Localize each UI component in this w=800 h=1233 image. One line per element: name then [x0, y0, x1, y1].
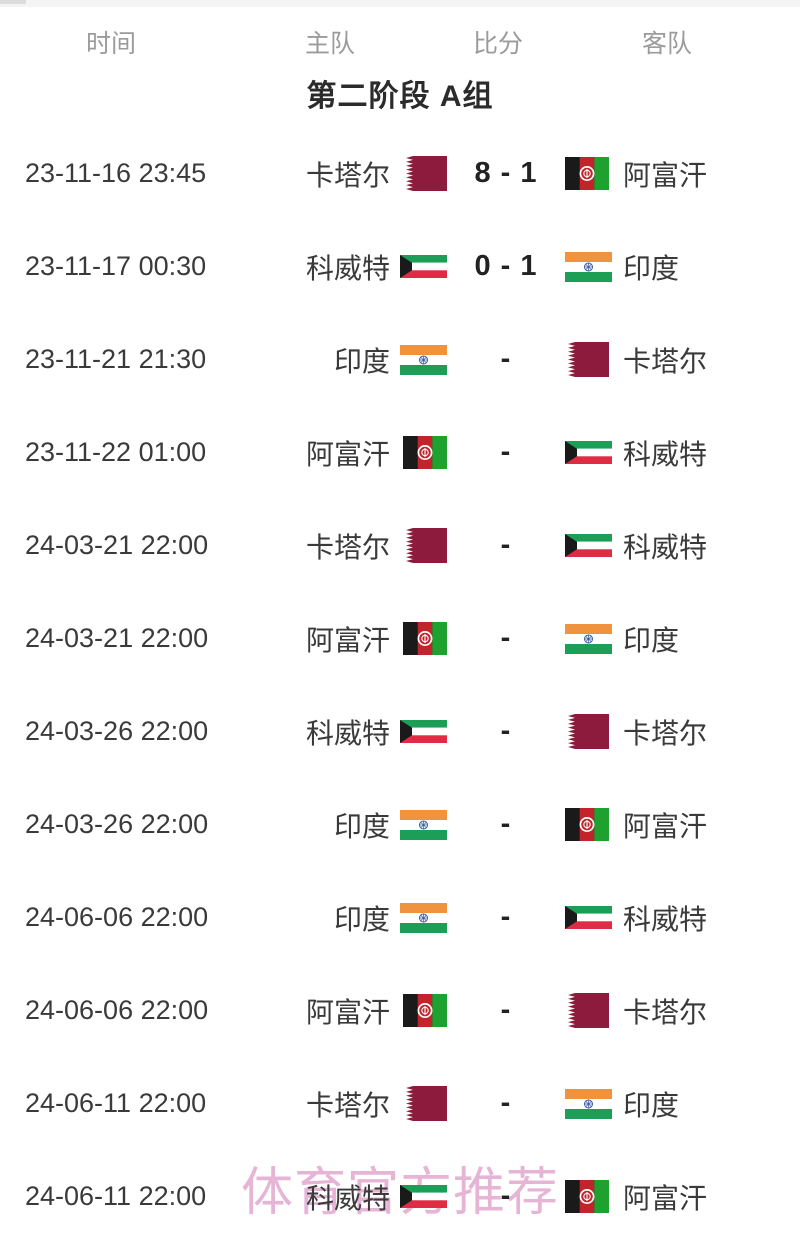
- match-time: 24-03-26 22:00: [25, 716, 209, 746]
- match-score: -: [500, 808, 512, 840]
- home-team-name: 科威特: [305, 1182, 390, 1214]
- flag-kuwait-icon: [390, 1185, 447, 1208]
- flag-qatar-icon: [565, 714, 612, 749]
- away-team-name: 阿富汗: [623, 810, 708, 842]
- away-team-name: 科威特: [623, 438, 708, 470]
- away-team-name: 科威特: [623, 903, 708, 935]
- flag-india-icon: [565, 251, 612, 282]
- flag-qatar-icon: [565, 342, 612, 377]
- match-row[interactable]: 23-11-21 21:30 印度 - 卡塔尔: [0, 313, 800, 406]
- header-away-label: 客队: [641, 30, 693, 58]
- home-team-name: 印度: [333, 810, 390, 842]
- away-team-name: 科威特: [623, 531, 708, 563]
- match-row[interactable]: 24-06-11 22:00 卡塔尔 - 印度: [0, 1057, 800, 1150]
- match-time: 23-11-22 01:00: [25, 437, 207, 467]
- header-score-label: 比分: [472, 30, 524, 58]
- match-time: 24-06-11 22:00: [25, 1088, 207, 1118]
- header-home-label: 主队: [304, 30, 356, 58]
- home-team-name: 卡塔尔: [305, 1089, 390, 1121]
- away-team-name: 印度: [623, 624, 680, 656]
- match-row[interactable]: 24-03-26 22:00 印度 - 阿富汗: [0, 778, 800, 871]
- match-row[interactable]: 24-06-06 22:00 印度 - 科威特: [0, 871, 800, 964]
- match-time: 23-11-16 23:45: [25, 158, 207, 188]
- match-time: 24-03-26 22:00: [25, 809, 209, 839]
- match-time: 24-03-21 22:00: [25, 623, 209, 653]
- match-score: -: [500, 715, 512, 747]
- flag-qatar-icon: [390, 1086, 447, 1121]
- home-team-name: 阿富汗: [305, 996, 390, 1028]
- flag-india-icon: [390, 902, 447, 933]
- home-team-name: 阿富汗: [305, 624, 390, 656]
- home-team-name: 科威特: [305, 717, 390, 749]
- home-team-name: 印度: [333, 345, 390, 377]
- flag-qatar-icon: [565, 993, 612, 1028]
- match-score: -: [500, 622, 512, 654]
- match-time: 24-03-21 22:00: [25, 530, 209, 560]
- flag-india-icon: [565, 623, 612, 654]
- match-score: -: [500, 901, 512, 933]
- home-team-name: 科威特: [305, 252, 390, 284]
- home-team-name: 印度: [333, 903, 390, 935]
- match-time: 24-06-06 22:00: [25, 902, 209, 932]
- match-row[interactable]: 23-11-22 01:00 阿富汗 - 科威特: [0, 406, 800, 499]
- header-time-label: 时间: [86, 30, 137, 58]
- top-edge-strip: [0, 0, 800, 7]
- section-title: 第二阶段 A组: [306, 80, 494, 113]
- match-score: 0 - 1: [474, 250, 538, 282]
- match-score: -: [500, 1180, 512, 1212]
- away-team-name: 印度: [623, 1089, 680, 1121]
- match-time: 24-06-06 22:00: [25, 995, 209, 1025]
- flag-afghanistan-icon: [565, 1180, 612, 1213]
- flag-kuwait-icon: [565, 534, 612, 557]
- match-score: -: [500, 343, 512, 375]
- watermark-text: 体育官方推荐: [241, 1150, 559, 1225]
- away-team-name: 阿富汗: [623, 159, 708, 191]
- flag-qatar-icon: [390, 156, 447, 191]
- flag-afghanistan-icon: [390, 436, 447, 469]
- flag-kuwait-icon: [390, 255, 447, 278]
- home-team-name: 卡塔尔: [305, 531, 390, 563]
- flag-india-icon: [390, 344, 447, 375]
- away-team-name: 卡塔尔: [623, 996, 708, 1028]
- flag-afghanistan-icon: [390, 994, 447, 1027]
- match-score: 8 - 1: [474, 157, 538, 189]
- away-team-name: 印度: [623, 252, 680, 284]
- flag-india-icon: [390, 809, 447, 840]
- flag-kuwait-icon: [390, 720, 447, 743]
- match-score: -: [500, 529, 512, 561]
- match-row[interactable]: 24-03-26 22:00 科威特 - 卡塔尔: [0, 685, 800, 778]
- match-row[interactable]: 23-11-16 23:45 卡塔尔 8 - 1 阿富汗: [0, 127, 800, 220]
- match-score: -: [500, 436, 512, 468]
- home-team-name: 卡塔尔: [305, 159, 390, 191]
- flag-kuwait-icon: [565, 906, 612, 929]
- flag-afghanistan-icon: [390, 622, 447, 655]
- away-team-name: 阿富汗: [623, 1182, 708, 1214]
- away-team-name: 卡塔尔: [623, 717, 708, 749]
- match-row[interactable]: 24-03-21 22:00 阿富汗 - 印度: [0, 592, 800, 685]
- match-row[interactable]: 23-11-17 00:30 科威特 0 - 1 印度: [0, 220, 800, 313]
- match-time: 23-11-21 21:30: [25, 344, 207, 374]
- flag-qatar-icon: [390, 528, 447, 563]
- home-team-name: 阿富汗: [305, 438, 390, 470]
- match-time: 23-11-17 00:30: [25, 251, 207, 281]
- away-team-name: 卡塔尔: [623, 345, 708, 377]
- match-list: 23-11-16 23:45 卡塔尔 8 - 1 阿富汗 23-11-17 00…: [0, 127, 800, 1233]
- flag-afghanistan-icon: [565, 808, 612, 841]
- match-row[interactable]: 24-03-21 22:00 卡塔尔 - 科威特: [0, 499, 800, 592]
- match-score: -: [500, 1087, 512, 1119]
- table-header: 时间 主队 比分 客队: [0, 24, 800, 58]
- flag-india-icon: [565, 1088, 612, 1119]
- match-row[interactable]: 24-06-06 22:00 阿富汗 - 卡塔尔: [0, 964, 800, 1057]
- match-time: 24-06-11 22:00: [25, 1181, 207, 1211]
- match-row[interactable]: 24-06-11 22:00 科威特 - 阿富汗: [0, 1150, 800, 1233]
- flag-kuwait-icon: [565, 441, 612, 464]
- flag-afghanistan-icon: [565, 157, 612, 190]
- match-score: -: [500, 994, 512, 1026]
